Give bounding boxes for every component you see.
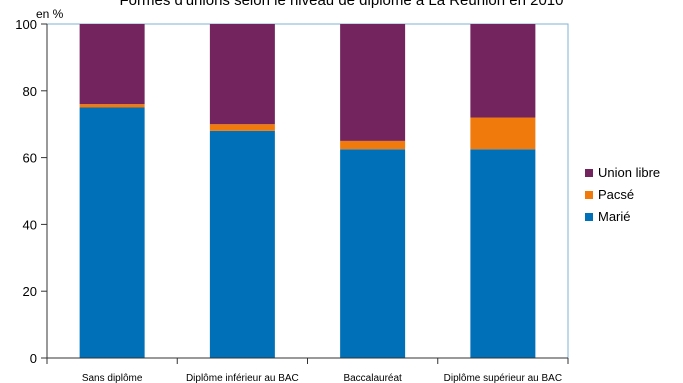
bar-pacse <box>340 140 406 150</box>
bar-marie <box>79 107 145 358</box>
legend-swatch <box>585 191 593 199</box>
legend-label: Pacsé <box>598 187 634 202</box>
x-tick-label: Sans diplôme <box>82 373 143 383</box>
bar-marie <box>470 149 536 358</box>
y-axis-label: en % <box>36 7 64 21</box>
y-tick-label: 80 <box>23 84 37 99</box>
legend-swatch <box>585 169 593 177</box>
bar-pacse <box>79 104 145 108</box>
bar-pacse <box>470 117 536 150</box>
x-tick-label: Baccalauréat <box>343 373 402 383</box>
bar-marie <box>340 149 406 358</box>
bar-union-libre <box>209 24 275 125</box>
y-tick-label: 40 <box>23 217 37 232</box>
y-tick-label: 0 <box>30 351 37 366</box>
legend-label: Marié <box>598 209 631 224</box>
chart-title: Formes d'unions selon le niveau de diplô… <box>119 0 564 9</box>
bar-pacse <box>209 124 275 131</box>
y-tick-label: 60 <box>23 151 37 166</box>
legend-swatch <box>585 213 593 221</box>
bar-union-libre <box>470 24 536 118</box>
y-tick-label: 20 <box>23 284 37 299</box>
bar-union-libre <box>79 24 145 105</box>
x-tick-label: Diplôme supérieur au BAC <box>444 373 562 383</box>
bars <box>79 24 536 358</box>
bar-union-libre <box>340 24 406 141</box>
axes: Sans diplôme Diplôme inférieur au BAC Bacc… <box>15 17 569 383</box>
x-tick-label: Diplôme inférieur au BAC <box>186 373 299 383</box>
legend-label: Union libre <box>598 165 660 180</box>
bar-marie <box>209 130 275 358</box>
y-tick-label: 100 <box>15 17 37 32</box>
legend: Union libre Pacsé Marié <box>585 165 660 224</box>
